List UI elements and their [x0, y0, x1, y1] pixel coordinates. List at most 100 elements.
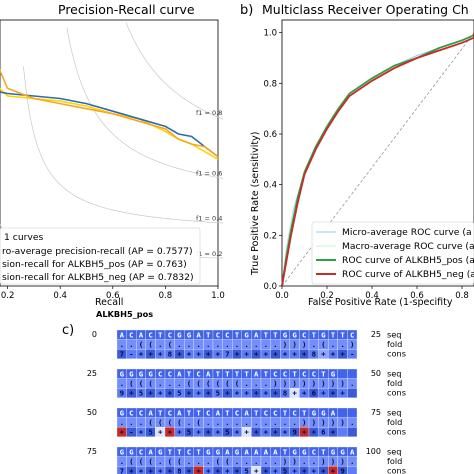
heatmap-cell-char: . [187, 457, 191, 466]
heatmap-cell-char: C [187, 447, 191, 456]
heatmap-cell-char: T [292, 369, 297, 378]
heatmap-cell-char: . [244, 379, 248, 388]
heatmap-cell-char: + [235, 389, 240, 398]
heatmap-cell-char: 8 [283, 389, 287, 398]
heatmap-cell-char: A [216, 408, 221, 417]
heatmap-block-start: 50 [87, 408, 97, 417]
heatmap-cell [337, 427, 348, 437]
heatmap-cell-char: ( [148, 340, 152, 349]
pr-legend-box [0, 227, 201, 285]
pr-x-tick-label: 0.8 [159, 291, 173, 301]
heatmap-cell-char: G [120, 408, 125, 417]
heatmap-cell-char: ( [196, 379, 200, 388]
heatmap-cell-char: ( [216, 379, 220, 388]
heatmap-cell-char: . [177, 340, 181, 349]
heatmap-cell-char: + [244, 428, 249, 437]
heatmap-cell-char: ) [283, 379, 287, 388]
heatmap-cell-char: + [206, 389, 211, 398]
heatmap-cell-char: . [254, 340, 258, 349]
heatmap-cell-char: ) [302, 418, 306, 427]
heatmap-cell-char: . [244, 340, 248, 349]
heatmap-cell-char: + [235, 467, 240, 474]
heatmap-cell-char: 9 [120, 389, 124, 398]
heatmap-row-label: cons [387, 388, 406, 398]
heatmap-cell-char: T [225, 369, 230, 378]
heatmap-cell-char: T [235, 330, 240, 339]
heatmap-cell-char: A [148, 447, 153, 456]
heatmap-cell-char: C [158, 369, 162, 378]
roc-series [281, 32, 474, 287]
heatmap-cell-char: T [158, 408, 163, 417]
roc-y-label: True Positive Rate (sensitivity) [250, 132, 261, 276]
heatmap-cell-char: 7 [120, 350, 124, 359]
heatmap-cell-char: C [292, 408, 296, 417]
heatmap-cell-char: . [129, 418, 133, 427]
heatmap-cell-char: + [321, 350, 326, 359]
heatmap-cell-char: ( [196, 418, 200, 427]
heatmap-cell-char: G [158, 447, 163, 456]
heatmap-cell-char: + [264, 350, 269, 359]
heatmap-cell-char: . [292, 418, 296, 427]
precision-recall-panel: Precision-Recall curve f1 = 0.8 f1 = 0.6 f… [0, 2, 225, 308]
heatmap-cell-char: + [273, 467, 278, 474]
heatmap-cell-char: T [187, 408, 192, 417]
heatmap-cell-char: . [196, 340, 200, 349]
heatmap-row-label: cons [387, 466, 406, 474]
heatmap-cell-char: . [216, 418, 220, 427]
heatmap-cell-char: + [225, 467, 230, 474]
roc-panel: b) Multiclass Receiver Operating Ch 0.0 0… [240, 2, 474, 308]
roc-legend-entry-neg: ROC curve of ALKBH5_neg (a [342, 269, 474, 280]
pr-iso-f1-label: f1 = 0.8 [196, 109, 222, 117]
heatmap-cell-char: . [273, 418, 277, 427]
heatmap-block-end: 100 [366, 447, 381, 456]
heatmap-cell-char: + [302, 389, 307, 398]
heatmap-cell-char: + [196, 467, 201, 474]
roc-x-tick-label: 0.2 [320, 291, 334, 301]
heatmap-cell-char: A [206, 369, 211, 378]
heatmap-cell-char: + [158, 467, 163, 474]
heatmap-cell-char: . [216, 340, 220, 349]
heatmap-cell-char: . [254, 379, 258, 388]
heatmap-cell-char: + [187, 467, 192, 474]
heatmap-cell-char: . [120, 418, 124, 427]
heatmap-cell-char: + [302, 350, 307, 359]
heatmap-cell-char: . [273, 457, 277, 466]
heatmap-cell-char: + [187, 389, 192, 398]
heatmap-block-end: 25 [371, 330, 381, 339]
heatmap-cell-char: . [235, 457, 239, 466]
heatmap-cell [337, 368, 348, 379]
heatmap-cell-char: + [120, 428, 125, 437]
heatmap-cell-char: ) [321, 418, 325, 427]
heatmap-cell-char: ) [292, 457, 296, 466]
heatmap-row-label: fold [387, 378, 402, 388]
heatmap-cell-char: T [321, 447, 326, 456]
heatmap-block-end: 75 [371, 408, 381, 417]
heatmap-cell-char: . [120, 340, 124, 349]
heatmap-cell-char: + [340, 389, 345, 398]
heatmap-cell-char: . [264, 457, 268, 466]
heatmap-cell-char: A [350, 447, 355, 456]
heatmap-cell-char: ) [331, 418, 335, 427]
heatmap-cell-char: + [302, 467, 307, 474]
heatmap-cell-char: C [139, 447, 143, 456]
heatmap-cell-char: ) [340, 418, 344, 427]
pr-series [0, 68, 219, 160]
heatmap-cell-char: C [168, 408, 172, 417]
heatmap-cell-char: ) [321, 457, 325, 466]
heatmap-cell-char: G [331, 369, 336, 378]
heatmap-cell-char: . [254, 418, 258, 427]
heatmap-title: ALKBH5_pos [96, 309, 153, 319]
heatmap-cell-char: A [273, 447, 278, 456]
heatmap-row-label: seq [387, 330, 402, 340]
heatmap-cell-char: C [168, 330, 172, 339]
heatmap-cell-char: ( [187, 379, 191, 388]
heatmap-cell-char: ( [225, 379, 229, 388]
heatmap-cell-char: + [331, 350, 336, 359]
heatmap-cell-char: + [158, 350, 163, 359]
heatmap-cell-char: + [321, 467, 326, 474]
heatmap-cell-char: T [225, 408, 230, 417]
heatmap-cell-char: ( [168, 457, 172, 466]
heatmap-cell-char: + [302, 428, 307, 437]
heatmap-cell-char: + [244, 389, 249, 398]
heatmap-cell-char: . [225, 340, 229, 349]
